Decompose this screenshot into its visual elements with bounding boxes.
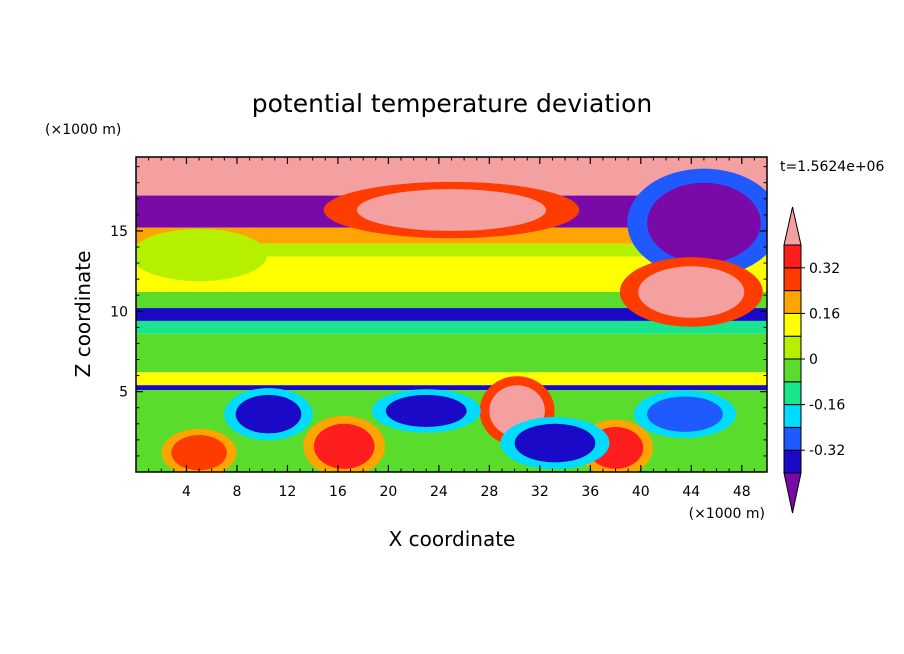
plot-area [136,157,767,472]
contour-feature-11 [356,189,547,231]
colorbar-box-2 [783,404,802,428]
x-axis-title: X coordinate [389,527,516,551]
y-unit-label: (×1000 m) [45,122,121,138]
colorbar-tick-label: -0.16 [809,398,845,414]
contour-band-10 [136,385,767,391]
x-tick-label: 28 [480,484,498,500]
contour-band-9 [136,372,767,386]
x-tick-label: 16 [329,484,347,500]
x-tick-label: 40 [632,484,650,500]
colorbar-box-1 [783,426,802,451]
colorbar: 0.32 0.16 0 -0.16 -0.32 [783,206,845,514]
colorbar-arrow-top [783,206,802,246]
x-tick-label: 36 [581,484,599,500]
colorbar-tick-label: -0.32 [809,443,845,459]
colorbar-box-9 [783,244,802,269]
contour-feature-4 [235,394,302,434]
colorbar-box-8 [783,267,802,292]
x-tick-label: 20 [379,484,397,500]
time-label: t=1.5624e+06 [780,159,884,175]
y-tick-label: 5 [119,385,128,401]
colorbar-box-3 [783,381,802,406]
colorbar-box-0 [783,449,802,474]
x-unit-label: (×1000 m) [689,506,765,522]
contour-feature-6 [514,423,596,463]
contour-band-8 [136,333,767,373]
colorbar-tick-label: 0.16 [809,306,840,322]
contour-feature-7 [647,396,723,432]
colorbar-box-7 [783,290,802,314]
contour-feature-5 [385,394,467,427]
contour-band-7 [136,320,767,334]
y-axis: 5 10 15 [110,166,767,457]
contour-band-6 [136,308,767,321]
x-axis: 4 8 12 16 20 24 28 32 36 40 44 48 [148,157,755,500]
contour-band-5 [136,292,767,309]
contour-feature-8 [647,182,761,264]
x-tick-label: 48 [733,484,751,500]
colorbar-box-5 [783,335,802,360]
x-tick-label: 24 [430,484,448,500]
y-axis-title: Z coordinate [71,251,95,378]
colorbar-box-4 [783,358,802,383]
x-tick-label: 44 [682,484,700,500]
x-tick-label: 32 [531,484,549,500]
x-tick-label: 4 [182,484,191,500]
y-tick-label: 10 [110,304,128,320]
colorbar-arrow-bottom [783,472,802,514]
contour-feature-3 [171,435,227,471]
contour-feature-9 [638,266,745,318]
colorbar-tick-label: 0.32 [809,261,840,277]
chart-title: potential temperature deviation [252,89,652,118]
contour-band-3 [136,243,767,257]
x-tick-label: 12 [279,484,297,500]
colorbar-tick-label: 0 [809,352,818,368]
contour-feature-10 [148,235,250,275]
colorbar-box-6 [783,312,802,337]
contour-feature-1 [313,423,375,469]
y-tick-label: 15 [110,224,128,240]
x-tick-label: 8 [232,484,241,500]
